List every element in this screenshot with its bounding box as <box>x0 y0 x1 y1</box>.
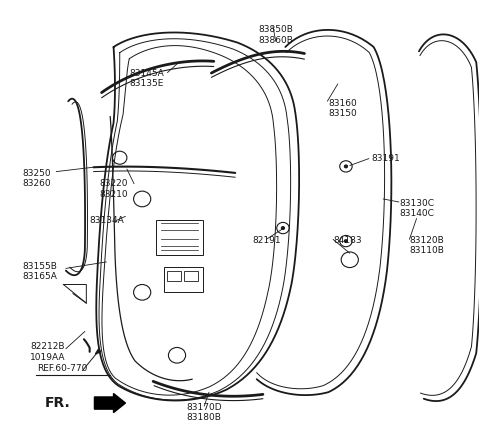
Bar <box>184 271 198 281</box>
Bar <box>156 220 203 255</box>
Text: 82212B
1019AA: 82212B 1019AA <box>30 342 66 362</box>
Bar <box>164 267 203 292</box>
Text: 82191: 82191 <box>252 236 280 245</box>
Circle shape <box>281 227 284 229</box>
Polygon shape <box>96 349 101 354</box>
Text: 83250
83260: 83250 83260 <box>23 169 51 188</box>
Text: 83220
83210: 83220 83210 <box>99 180 128 199</box>
Text: 83134A: 83134A <box>90 216 124 225</box>
Text: 83120B
83110B: 83120B 83110B <box>409 236 444 255</box>
Circle shape <box>345 165 348 168</box>
Text: 83170D
83180B: 83170D 83180B <box>186 403 222 423</box>
Text: FR.: FR. <box>44 396 70 410</box>
Text: 83191: 83191 <box>371 154 400 163</box>
Text: 84183: 84183 <box>333 236 362 245</box>
Text: 83160
83150: 83160 83150 <box>328 99 357 118</box>
Circle shape <box>345 240 348 243</box>
Polygon shape <box>95 393 125 413</box>
Text: 83130C
83140C: 83130C 83140C <box>400 199 435 218</box>
Text: 83145A
83135E: 83145A 83135E <box>130 69 164 88</box>
Text: 83155B
83165A: 83155B 83165A <box>23 262 58 281</box>
Text: 83850B
83860B: 83850B 83860B <box>258 25 293 45</box>
Bar <box>168 271 181 281</box>
Text: REF.60-770: REF.60-770 <box>37 364 87 373</box>
